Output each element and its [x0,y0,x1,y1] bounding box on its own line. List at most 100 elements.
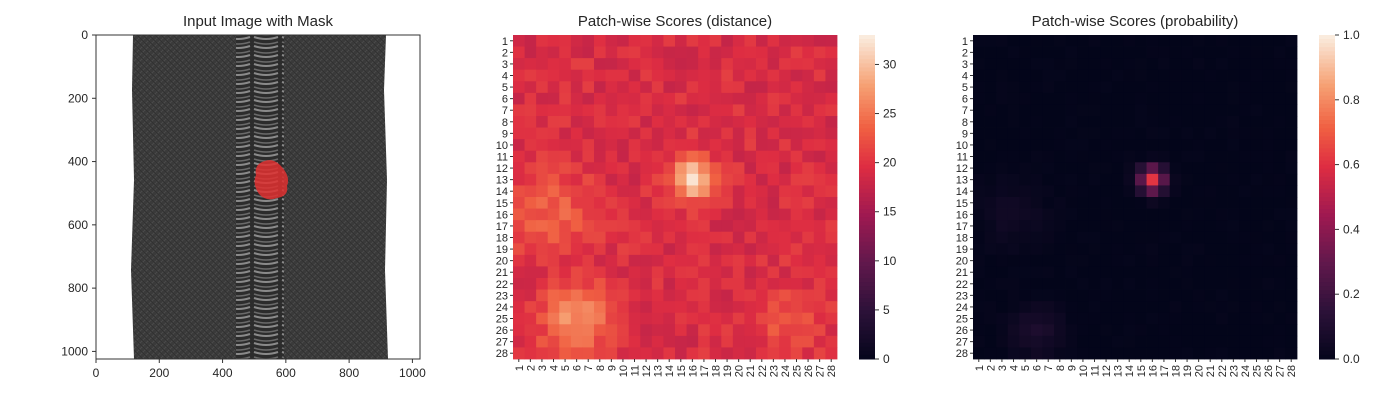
heatmap-cell [547,197,560,209]
heatmap-cell [996,139,1009,152]
heatmap-cell [1216,208,1228,221]
heatmap-cell [732,92,745,105]
row-label: 9 [962,128,968,140]
heatmap-cell [628,231,641,244]
heatmap-cell [1158,173,1171,186]
heatmap-cell [663,116,676,128]
heatmap-cell [973,150,985,163]
heatmap-cell [767,139,780,152]
heatmap-cell [1077,116,1090,128]
heatmap-cell [1285,289,1298,302]
heatmap-cell [1158,92,1171,105]
heatmap-cell [675,92,687,105]
heatmap-cell [779,243,792,256]
heatmap-cell [1146,254,1159,267]
heatmap-cell [1100,116,1113,128]
heatmap-cell [813,254,826,267]
heatmap-cell [984,335,997,348]
heatmap-cell [582,335,595,348]
heatmap-cell [1204,220,1217,233]
heatmap-cell [675,347,687,360]
heatmap-cell [698,46,711,59]
heatmap-cell [756,173,768,186]
heatmap-cell [1227,335,1240,348]
heatmap-cell [1273,301,1286,314]
heatmap-cell [1123,312,1136,325]
heatmap-cell [1227,347,1240,360]
heatmap-cell [617,347,630,360]
heatmap-cell [732,150,745,163]
heatmap-cell [1065,127,1078,140]
heatmap-cell [617,278,630,290]
heatmap-cell [524,35,537,47]
heatmap-cell [582,243,595,256]
heatmap-cell [1007,312,1020,325]
heatmap-cell [1146,81,1159,94]
heatmap-cell [536,35,549,47]
col-label: 26 [803,365,815,377]
heatmap-cell [617,104,630,117]
heatmap-cell [1250,335,1263,348]
heatmap-cell [1262,150,1275,163]
heatmap-cell [1192,335,1205,348]
heatmap-cell [570,46,583,59]
heatmap-cell [1239,162,1252,175]
heatmap-cell [825,335,838,348]
heatmap-cell [1273,197,1286,209]
heatmap-cell [1262,335,1275,348]
heatmap-cell [984,127,997,140]
heatmap-cell [1019,116,1032,128]
heatmap-cell [686,104,699,117]
heatmap-cell [675,150,687,163]
heatmap-cell [605,92,618,105]
heatmap-cell [721,301,734,314]
heatmap-cell [825,116,838,128]
row-label: 20 [496,256,508,268]
heatmap-cell [984,173,997,186]
heatmap-cell [1054,150,1066,163]
heatmap-cell [536,162,549,175]
heatmap-cell [686,220,699,233]
heatmap-cell [1169,324,1182,337]
heatmap-cell [1077,347,1090,360]
heatmap-cell [813,243,826,256]
heatmap-cell [802,289,815,302]
heatmap-cell [1273,324,1286,337]
heatmap-cell [617,150,630,163]
heatmap-cell [1181,231,1194,244]
heatmap-cell [1042,335,1055,348]
row-label: 24 [956,302,968,314]
heatmap-cell [1250,127,1263,140]
heatmap-cell [1262,58,1275,71]
heatmap-cell [1146,312,1159,325]
heatmap-cell [732,335,745,348]
heatmap-cell [984,185,997,198]
heatmap-cell [651,150,664,163]
heatmap-cell [1146,278,1159,290]
heatmap-cell [1135,69,1147,82]
heatmap-cell [802,69,815,82]
heatmap-cell [686,92,699,105]
heatmap-cell [1135,324,1147,337]
heatmap-cell [663,324,676,337]
heatmap-cell [1088,173,1101,186]
heatmap-cell [640,116,653,128]
heatmap-cell [813,324,826,337]
heatmap-cell [744,301,757,314]
heatmap-cell [825,301,838,314]
heatmap-cell [1135,208,1147,221]
heatmap-cell [628,35,641,47]
heatmap-cell [996,35,1009,47]
heatmap-cell [675,35,687,47]
heatmap-cell [779,197,792,209]
heatmap-cell [1158,185,1171,198]
col-label: 25 [1252,365,1264,377]
colorbar-tick-label: 30 [883,57,897,71]
heatmap-cell [1030,324,1043,337]
heatmap-cell [1088,324,1101,337]
heatmap-cell [675,324,687,337]
heatmap-cell [570,301,583,314]
heatmap-cell [996,278,1009,290]
heatmap-cell [594,58,606,71]
heatmap-cell [1285,69,1298,82]
